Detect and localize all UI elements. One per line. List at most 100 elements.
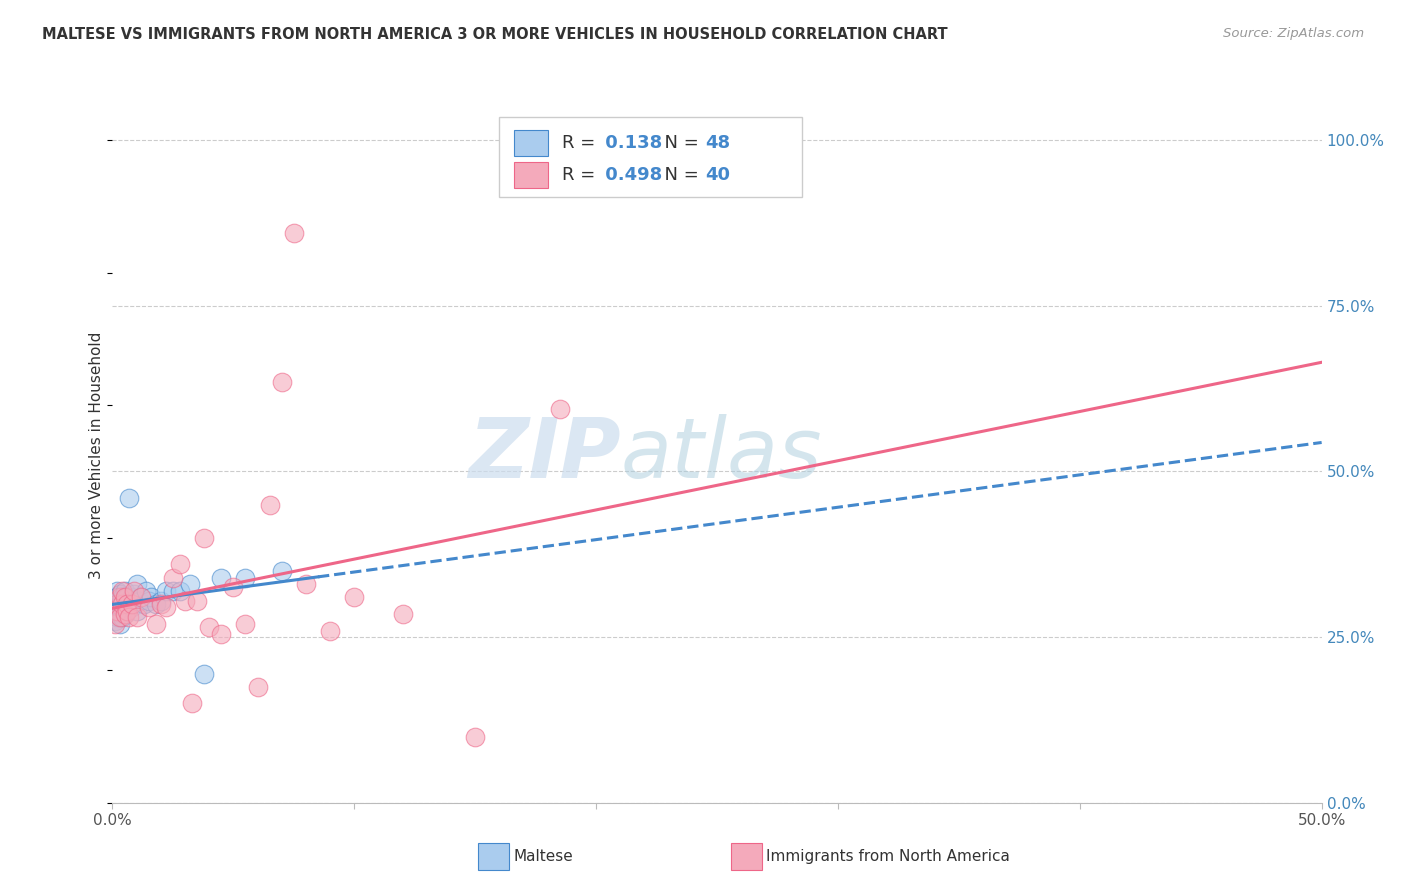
Point [104, 600, 127, 615]
Point [235, 570, 257, 584]
Point [118, 597, 141, 611]
Point [111, 610, 134, 624]
Point [108, 607, 131, 621]
Point [114, 591, 136, 605]
Text: 40: 40 [704, 166, 730, 184]
FancyBboxPatch shape [515, 130, 548, 156]
Point [246, 680, 269, 694]
Point [121, 600, 143, 615]
Point [270, 564, 292, 578]
Point [162, 570, 184, 584]
Text: 48: 48 [704, 134, 730, 152]
Point [138, 593, 160, 607]
Point [138, 600, 160, 615]
Point [105, 583, 128, 598]
Text: N =: N = [652, 166, 704, 184]
Point [121, 591, 143, 605]
Point [105, 604, 128, 618]
Point [114, 607, 136, 621]
Text: atlas: atlas [620, 415, 823, 495]
Text: Source: ZipAtlas.com: Source: ZipAtlas.com [1223, 27, 1364, 40]
Point [295, 577, 318, 591]
Point [391, 607, 413, 621]
Point [125, 610, 148, 624]
Point [145, 616, 167, 631]
Point [319, 624, 342, 638]
Point [548, 401, 571, 416]
Point [141, 591, 163, 605]
Point [128, 593, 150, 607]
Point [283, 226, 305, 240]
Point [259, 498, 281, 512]
Point [149, 593, 172, 607]
Text: 0.498: 0.498 [599, 166, 662, 184]
Point [125, 577, 148, 591]
Point [108, 610, 131, 624]
Point [174, 593, 197, 607]
Point [209, 627, 232, 641]
Point [464, 730, 486, 744]
Text: Maltese: Maltese [513, 849, 572, 863]
Point [343, 591, 366, 605]
Point [132, 597, 155, 611]
Point [111, 600, 134, 615]
Point [145, 597, 167, 611]
Point [186, 593, 208, 607]
Point [118, 610, 141, 624]
FancyBboxPatch shape [499, 118, 801, 197]
Point [115, 597, 138, 611]
Point [114, 607, 136, 621]
Text: ZIP: ZIP [468, 415, 620, 495]
Point [111, 583, 134, 598]
Point [169, 583, 191, 598]
Point [222, 581, 245, 595]
Text: 0.138: 0.138 [599, 134, 662, 152]
Point [135, 583, 157, 598]
Point [104, 616, 127, 631]
Point [209, 570, 232, 584]
Point [162, 583, 184, 598]
Point [108, 600, 131, 615]
Point [155, 600, 177, 615]
Text: N =: N = [652, 134, 704, 152]
Point [122, 587, 145, 601]
Point [114, 583, 136, 598]
Point [181, 697, 204, 711]
Point [105, 604, 128, 618]
Text: Immigrants from North America: Immigrants from North America [766, 849, 1010, 863]
Point [155, 583, 177, 598]
Point [125, 604, 148, 618]
Point [105, 600, 128, 615]
Point [115, 597, 138, 611]
Point [149, 597, 172, 611]
Point [193, 531, 215, 545]
Y-axis label: 3 or more Vehicles in Household: 3 or more Vehicles in Household [89, 331, 104, 579]
Point [108, 616, 131, 631]
Point [193, 666, 215, 681]
Text: R =: R = [562, 166, 602, 184]
Point [235, 616, 257, 631]
Point [122, 583, 145, 598]
Point [121, 597, 143, 611]
Point [105, 591, 128, 605]
Point [270, 375, 292, 389]
Point [115, 600, 138, 615]
Point [108, 597, 131, 611]
Point [169, 558, 191, 572]
Point [179, 577, 201, 591]
Point [198, 620, 221, 634]
Text: MALTESE VS IMMIGRANTS FROM NORTH AMERICA 3 OR MORE VEHICLES IN HOUSEHOLD CORRELA: MALTESE VS IMMIGRANTS FROM NORTH AMERICA… [42, 27, 948, 42]
FancyBboxPatch shape [515, 161, 548, 188]
Point [111, 591, 134, 605]
Point [108, 587, 131, 601]
Point [108, 597, 131, 611]
Point [131, 591, 153, 605]
Point [104, 607, 127, 621]
Point [115, 604, 138, 618]
Text: R =: R = [562, 134, 602, 152]
Point [105, 610, 128, 624]
Point [111, 607, 134, 621]
Point [115, 591, 138, 605]
Point [108, 591, 131, 605]
Point [111, 597, 134, 611]
